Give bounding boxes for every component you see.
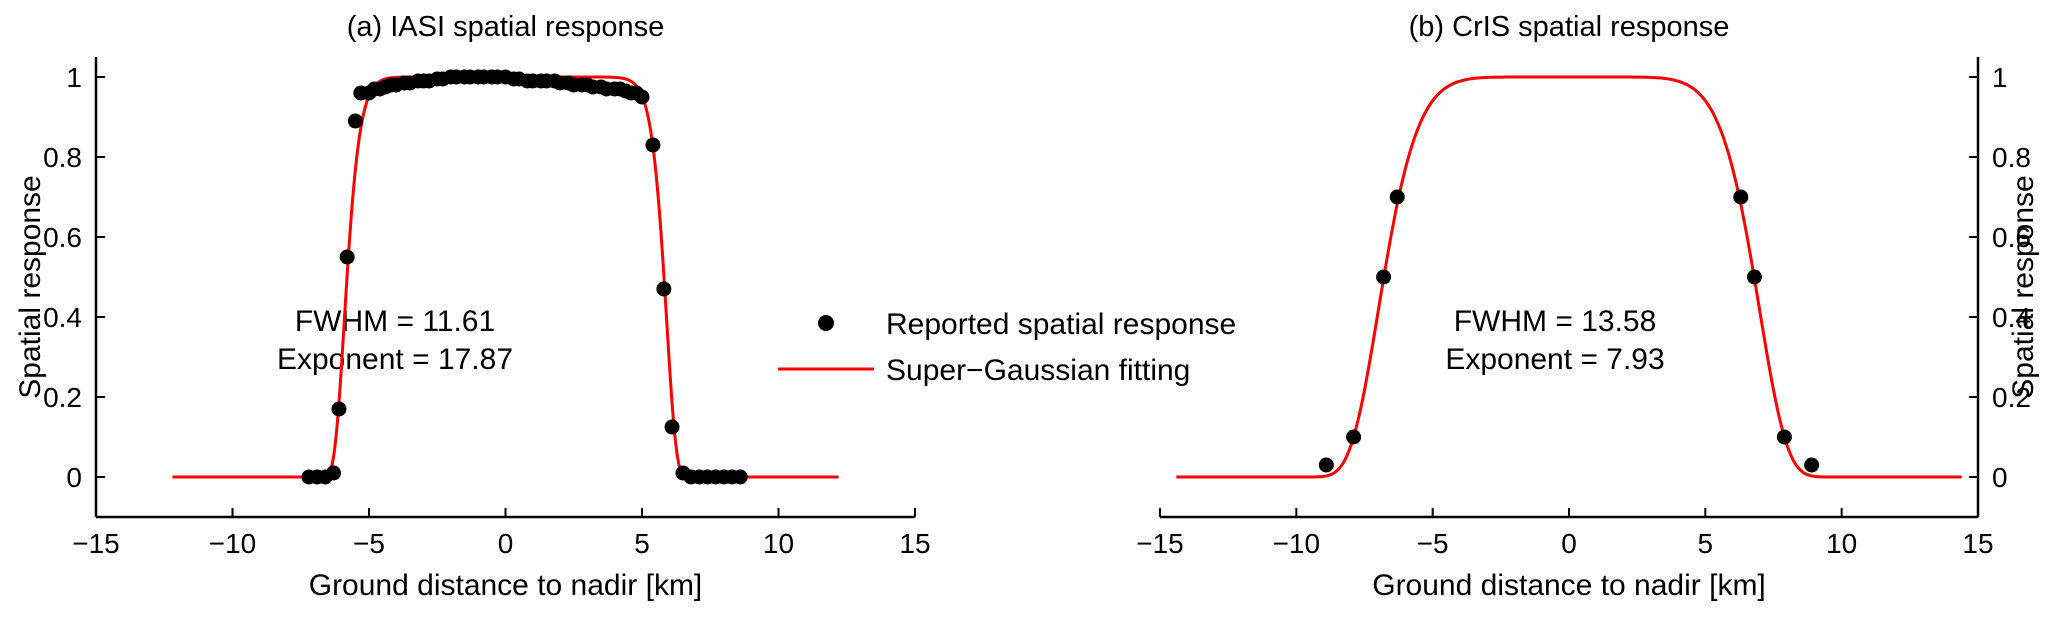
y-tick-label: 0.4 <box>1992 302 2031 333</box>
y-tick-label: 0.6 <box>43 222 82 253</box>
data-point <box>1804 457 1820 473</box>
panel-a-exponent-annotation: Exponent = 17.87 <box>277 343 513 376</box>
data-point <box>1733 189 1749 205</box>
x-tick-label: −5 <box>353 528 385 559</box>
x-tick-label: −10 <box>209 528 257 559</box>
legend-label-fitting: Super−Gaussian fitting <box>886 354 1190 387</box>
data-point <box>1318 457 1334 473</box>
panel-cris: (b) CrIS spatial response Ground distanc… <box>1136 11 2040 602</box>
panel-a-fit-curve <box>172 75 839 479</box>
panel-b-exponent-annotation: Exponent = 7.93 <box>1445 343 1664 376</box>
legend: Reported spatial response Super−Gaussian… <box>778 308 1236 387</box>
data-point <box>347 113 363 129</box>
panel-b-y-axis-label: Spatial response <box>2007 175 2040 398</box>
x-tick-label: −5 <box>1417 528 1449 559</box>
x-tick-label: 5 <box>634 528 650 559</box>
y-tick-label: 0.6 <box>1992 222 2031 253</box>
panel-b-title: (b) CrIS spatial response <box>1409 11 1730 43</box>
data-point <box>664 419 680 435</box>
panel-a-title: (a) IASI spatial response <box>347 11 665 43</box>
y-tick-label: 0.8 <box>1992 142 2031 173</box>
y-tick-label: 0.2 <box>43 382 82 413</box>
y-tick-label: 0 <box>66 462 82 493</box>
x-tick-label: −15 <box>72 528 120 559</box>
y-tick-label: 0.4 <box>43 302 82 333</box>
x-tick-label: 0 <box>1561 528 1577 559</box>
panel-a-y-axis-label: Spatial response <box>14 175 47 398</box>
data-point <box>331 401 347 417</box>
data-point <box>1776 429 1792 445</box>
panel-iasi: (a) IASI spatial response Ground distanc… <box>14 11 931 602</box>
panel-a-fwhm-annotation: FWHM = 11.61 <box>295 305 495 338</box>
panel-b-x-axis-label: Ground distance to nadir [km] <box>1372 569 1766 602</box>
x-tick-label: 10 <box>1826 528 1857 559</box>
panel-b-fit-curve <box>1176 75 1962 479</box>
data-point <box>326 465 342 481</box>
legend-label-reported: Reported spatial response <box>886 308 1236 341</box>
x-tick-label: 15 <box>1962 528 1993 559</box>
data-point <box>732 469 748 485</box>
x-tick-label: 0 <box>498 528 514 559</box>
x-tick-label: 10 <box>763 528 794 559</box>
panel-a-x-axis-label: Ground distance to nadir [km] <box>309 569 703 602</box>
y-tick-label: 1 <box>1992 62 2008 93</box>
data-point <box>1389 189 1405 205</box>
panel-b-fwhm-annotation: FWHM = 13.58 <box>1454 305 1657 338</box>
x-tick-label: 15 <box>899 528 930 559</box>
data-point <box>1376 269 1392 285</box>
data-point <box>1346 429 1362 445</box>
data-point <box>339 249 355 265</box>
legend-dot-marker <box>818 315 834 331</box>
x-tick-label: −15 <box>1136 528 1184 559</box>
data-point <box>656 281 672 297</box>
y-tick-label: 0.8 <box>43 142 82 173</box>
x-tick-label: −10 <box>1273 528 1321 559</box>
y-tick-label: 0.2 <box>1992 382 2031 413</box>
y-tick-label: 1 <box>66 62 82 93</box>
data-point <box>645 137 661 153</box>
x-tick-label: 5 <box>1698 528 1714 559</box>
data-point <box>1746 269 1762 285</box>
y-tick-label: 0 <box>1992 462 2008 493</box>
data-point <box>634 89 650 105</box>
